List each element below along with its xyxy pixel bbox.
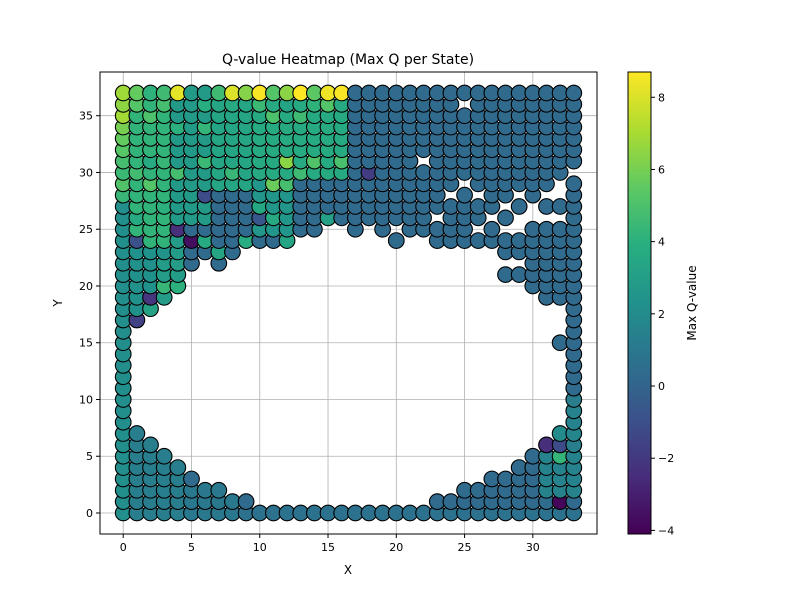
x-tick-label: 30: [526, 541, 540, 554]
x-tick-label: 0: [120, 541, 127, 554]
colorbar-tick-label: 0: [658, 380, 665, 393]
scatter-points: [114, 84, 583, 522]
y-tick-label: 10: [79, 393, 93, 406]
colorbar-tick-label: −4: [658, 524, 674, 537]
colorbar-tick-label: 6: [658, 163, 665, 176]
x-tick-label: 5: [188, 541, 195, 554]
colorbar-ticks: −4 −2 0 2 4 6 8: [651, 91, 674, 537]
x-tick-label: 10: [253, 541, 267, 554]
y-tick-label: 35: [79, 110, 93, 123]
scatter-point: [210, 481, 228, 499]
x-tick-label: 20: [389, 541, 403, 554]
scatter-point: [456, 186, 473, 204]
y-axis-ticks: 0 5 10 15 20 25 30 35: [79, 110, 100, 520]
chart-title: Q-value Heatmap (Max Q per State): [222, 52, 474, 68]
colorbar: [627, 71, 652, 535]
y-tick-label: 5: [86, 450, 93, 463]
colorbar-tick-label: −2: [658, 452, 674, 465]
scatter-point: [169, 459, 187, 476]
y-tick-label: 20: [79, 280, 93, 293]
scatter-point: [387, 232, 405, 249]
scatter-point: [237, 493, 255, 511]
x-tick-label: 15: [321, 541, 335, 554]
x-axis-label: X: [344, 563, 352, 577]
scatter-point: [510, 198, 528, 215]
scatter-point: [155, 447, 173, 465]
scatter-point: [497, 209, 514, 227]
y-tick-label: 0: [86, 507, 93, 520]
x-tick-label: 25: [458, 541, 472, 554]
scatter-point: [128, 425, 146, 442]
scatter-point: [565, 175, 583, 193]
scatter-point: [483, 220, 501, 238]
scatter-point: [142, 436, 159, 454]
y-tick-label: 30: [79, 166, 93, 179]
colorbar-label: Max Q-value: [685, 265, 699, 340]
y-axis-label: Y: [51, 299, 65, 308]
scatter-point: [565, 84, 583, 102]
scatter-point: [183, 470, 200, 488]
colorbar-tick-label: 2: [658, 308, 665, 321]
y-tick-label: 25: [79, 223, 93, 236]
plot-frame: [99, 71, 598, 535]
x-axis-ticks: 0 5 10 15 20 25 30: [120, 534, 540, 554]
y-tick-label: 15: [79, 337, 93, 350]
colorbar-tick-label: 4: [658, 236, 665, 249]
colorbar-tick-label: 8: [658, 91, 665, 104]
